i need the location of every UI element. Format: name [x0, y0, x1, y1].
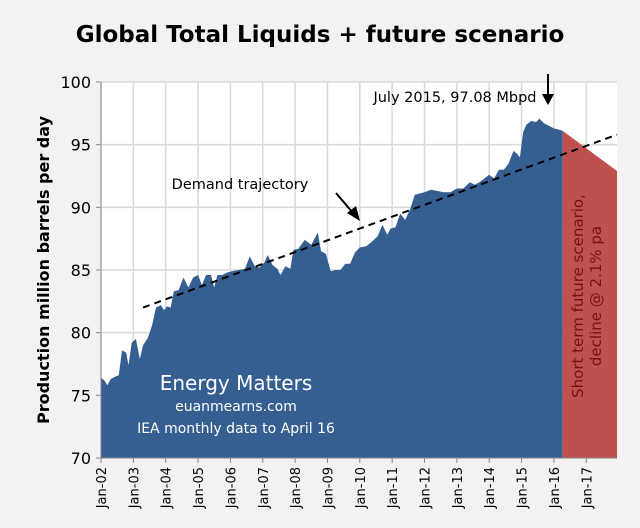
watermark-title: Energy Matters [160, 371, 313, 395]
demand-arrowhead-icon [347, 206, 360, 221]
x-tick-label: Jan-03 [127, 467, 142, 509]
future-label-line1: Short term future scenario, [569, 194, 587, 398]
future-scenario-area [562, 130, 617, 458]
y-tick-label: 85 [71, 261, 91, 280]
x-tick-label: Jan-04 [160, 467, 175, 509]
x-tick-label: Jan-17 [580, 467, 595, 509]
peak-label: July 2015, 97.08 Mbpd [372, 90, 536, 106]
x-tick-label: Jan-09 [321, 467, 336, 509]
peak-arrowhead-icon [542, 94, 554, 105]
y-tick-label: 90 [71, 198, 91, 217]
y-axis-label: Production million barrels per day [34, 115, 53, 424]
demand-label: Demand trajectory [172, 177, 309, 193]
x-tick-label: Jan-02 [95, 467, 110, 509]
y-tick-label: 100 [60, 73, 91, 92]
y-tick-label: 80 [71, 324, 91, 343]
x-tick-label: Jan-16 [548, 467, 563, 509]
watermark-site: euanmearns.com [175, 399, 297, 415]
x-tick-label: Jan-06 [224, 467, 239, 509]
demand-trajectory-line [142, 133, 618, 309]
y-tick-label: 70 [71, 449, 91, 468]
x-tick-label: Jan-13 [451, 467, 466, 509]
x-tick-label: Jan-14 [483, 467, 498, 509]
x-tick-label: Jan-07 [257, 467, 272, 509]
x-tick-label: Jan-10 [354, 467, 369, 509]
x-tick-label: Jan-12 [419, 467, 434, 509]
watermark-source: IEA monthly data to April 16 [137, 421, 335, 437]
demand-arrow [335, 192, 354, 214]
chart-title: Global Total Liquids + future scenario [75, 22, 565, 48]
x-tick-label: Jan-15 [516, 467, 531, 509]
x-tick-label: Jan-05 [192, 467, 207, 509]
y-tick-label: 95 [71, 136, 91, 155]
x-tick-label: Jan-08 [289, 467, 304, 509]
historical-area [101, 118, 563, 458]
future-label-line2: decline @ 2.1% pa [587, 226, 605, 366]
y-tick-label: 75 [71, 386, 91, 405]
x-tick-label: Jan-11 [386, 467, 401, 509]
